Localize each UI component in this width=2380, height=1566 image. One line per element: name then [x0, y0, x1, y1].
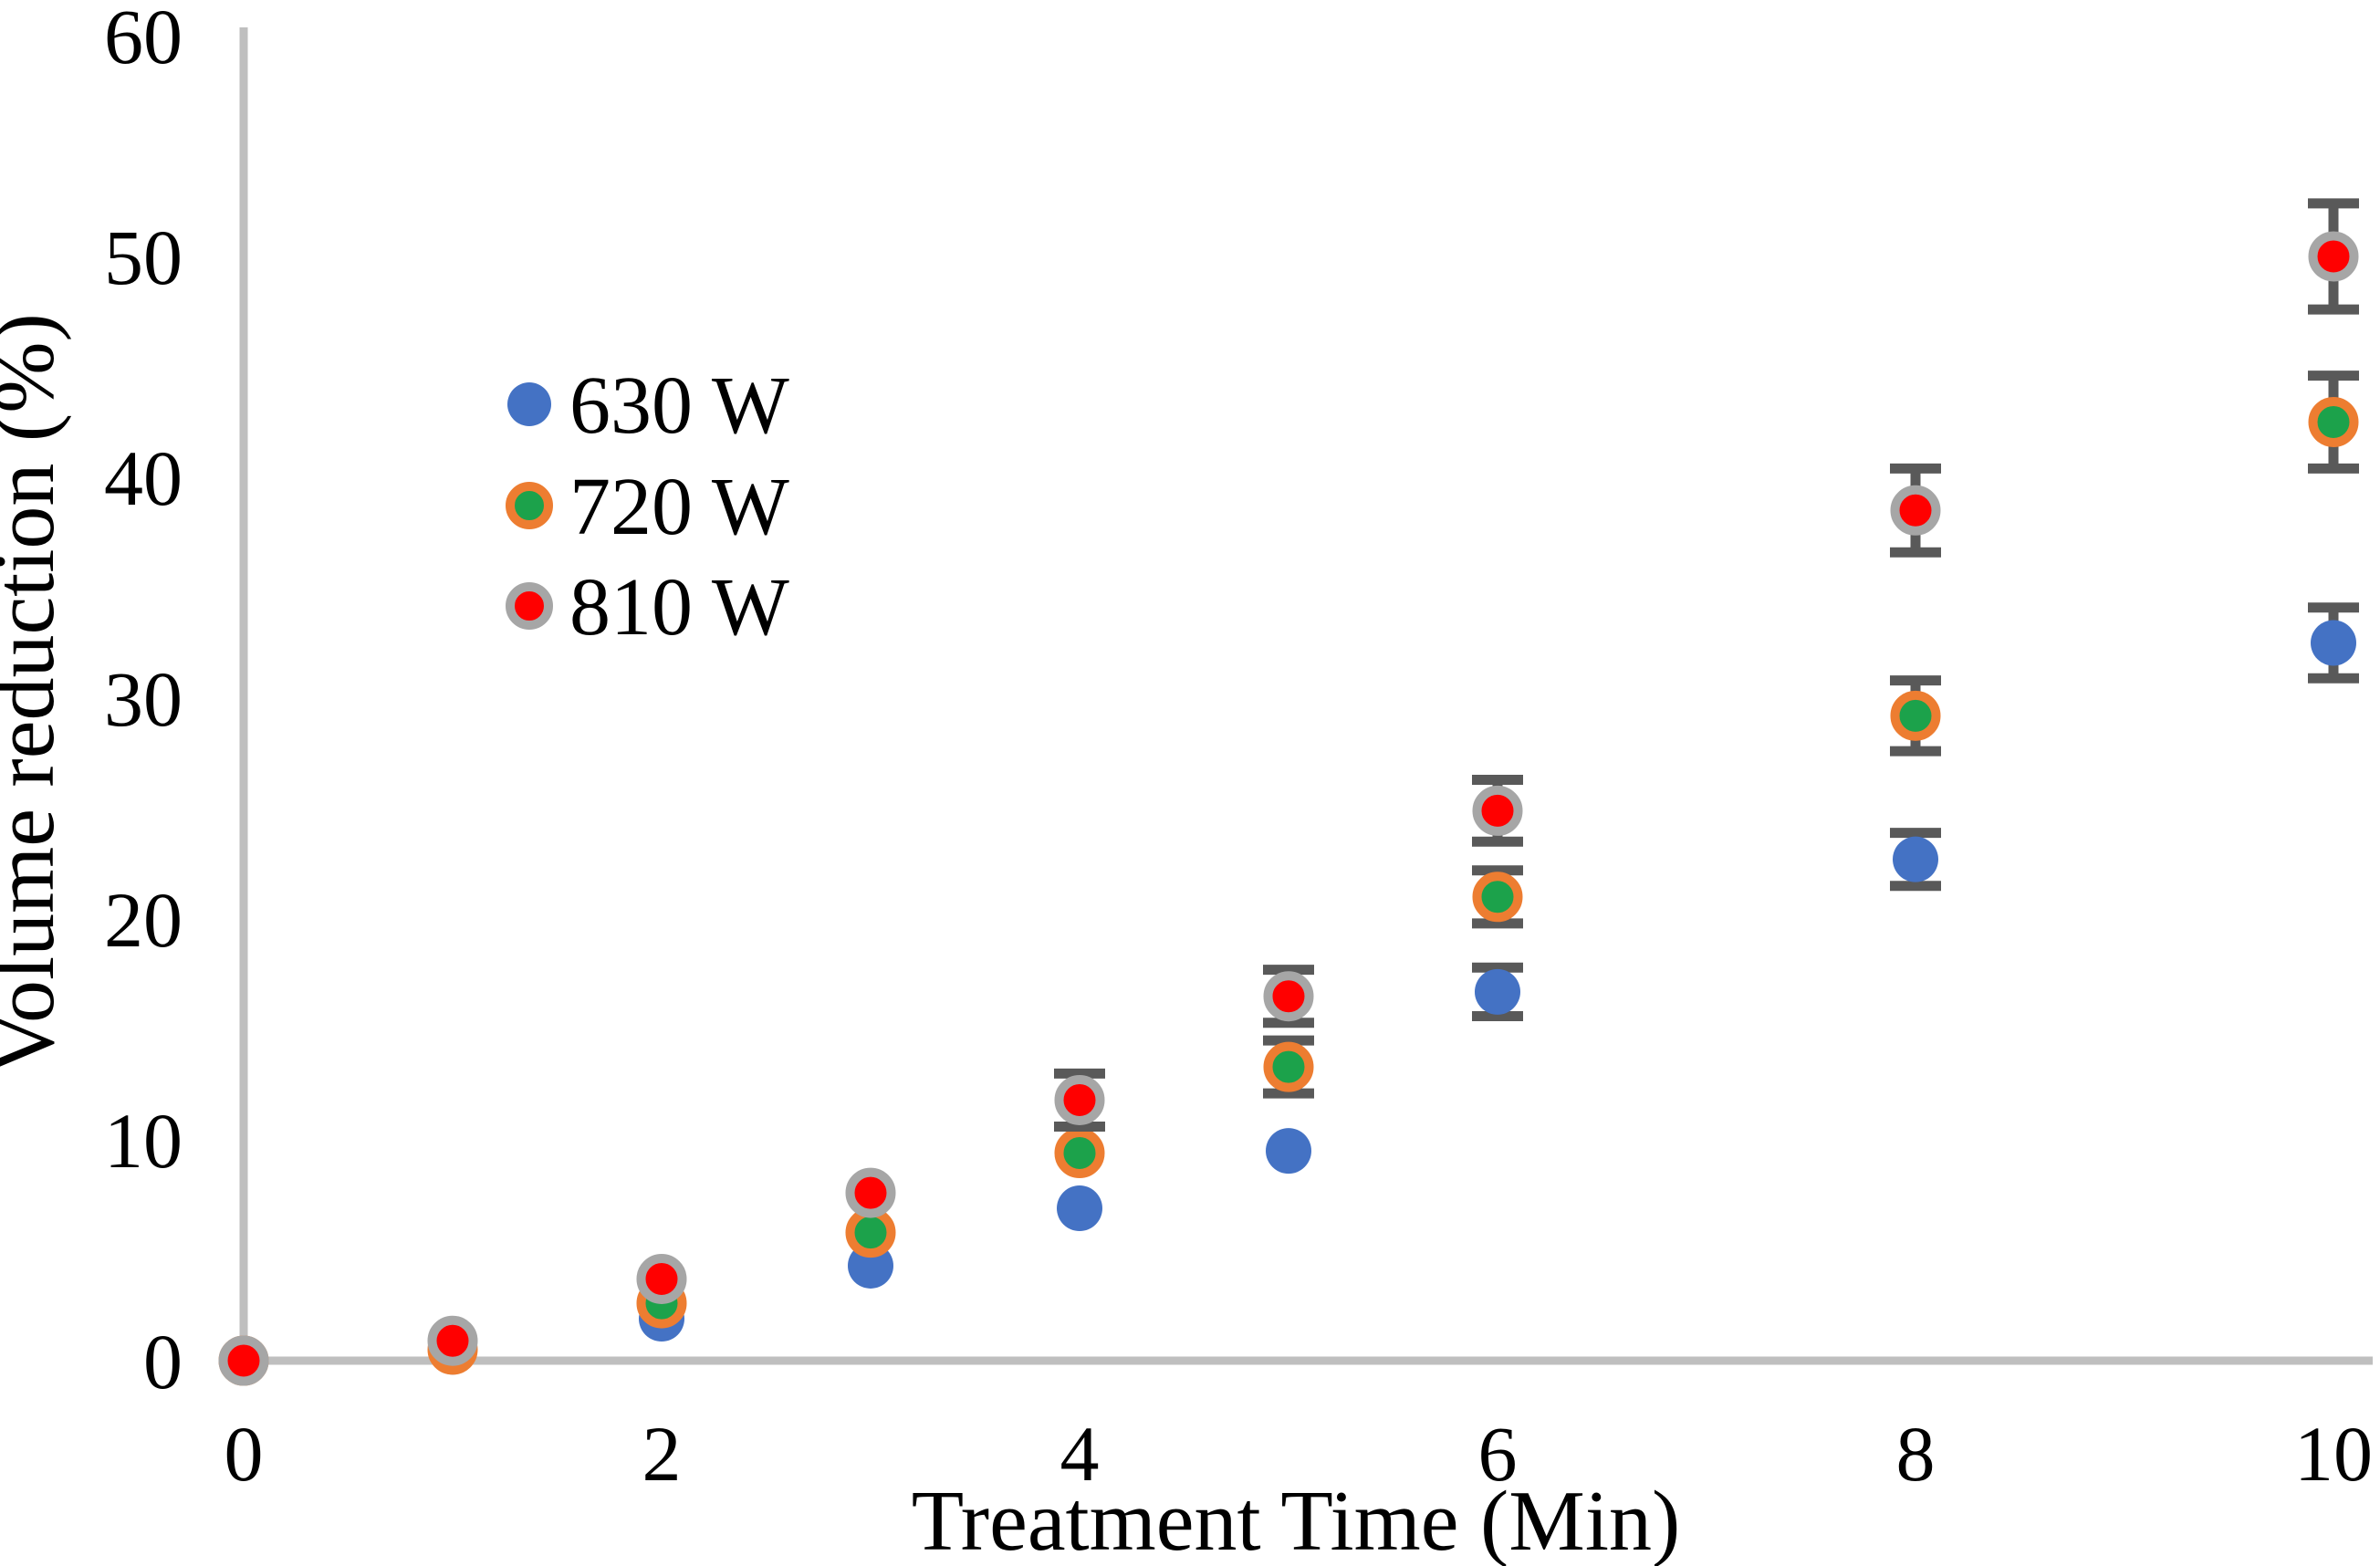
data-point-marker	[2308, 397, 2359, 447]
series-810-w	[218, 198, 2359, 1386]
legend-label-720w: 720 W	[569, 462, 789, 552]
data-point-marker	[1472, 785, 1523, 836]
x-tick-label: 0	[224, 1410, 264, 1498]
data-point-marker	[2311, 620, 2356, 666]
data-point-marker	[1263, 1041, 1314, 1092]
legend-entry-720w: 720 W	[506, 462, 789, 552]
data-point-marker	[1475, 968, 1520, 1015]
x-tick-label: 4	[1060, 1410, 1100, 1498]
x-axis-tick-labels: 0 2 4 6 8 10	[224, 1410, 2374, 1498]
data-point-marker	[845, 1167, 896, 1218]
legend-label-810w: 810 W	[569, 562, 789, 652]
x-tick-label: 6	[1478, 1410, 1518, 1498]
y-tick-label: 10	[104, 1097, 183, 1185]
x-tick-label: 2	[642, 1410, 682, 1498]
legend-marker-810w-icon	[506, 582, 553, 630]
y-tick-label: 40	[104, 434, 183, 522]
y-tick-label: 0	[143, 1318, 183, 1405]
data-point-marker	[1266, 1128, 1311, 1174]
data-point-marker	[1263, 971, 1314, 1022]
data-point-marker	[1472, 872, 1523, 923]
data-point-marker	[1054, 1074, 1105, 1125]
legend: 630 W 720 W 810 W	[506, 360, 789, 652]
y-axis-tick-labels: 0 10 20 30 40 50 60	[104, 0, 183, 1405]
y-axis-title: Volume reduction (%)	[0, 313, 72, 1074]
legend-marker-720w-icon	[506, 482, 553, 529]
data-point-marker	[1890, 485, 1941, 536]
legend-entry-630w: 630 W	[507, 360, 789, 451]
x-axis-title: Treatment Time (Min)	[912, 1474, 1681, 1566]
data-point-marker	[1057, 1185, 1102, 1232]
data-point-marker	[636, 1253, 687, 1304]
y-tick-label: 30	[104, 655, 183, 743]
y-tick-label: 20	[104, 876, 183, 964]
data-series-layer	[218, 198, 2359, 1386]
legend-entry-810w: 810 W	[506, 562, 789, 652]
data-point-marker	[1054, 1128, 1105, 1179]
x-tick-label: 10	[2294, 1410, 2373, 1498]
legend-label-630w: 630 W	[569, 360, 789, 451]
y-tick-label: 60	[104, 0, 183, 80]
data-point-marker	[1893, 836, 1938, 882]
data-point-marker	[2308, 231, 2359, 282]
data-point-marker	[427, 1315, 478, 1366]
data-point-marker	[1890, 690, 1941, 741]
y-tick-label: 50	[104, 214, 183, 301]
legend-marker-630w-icon	[507, 382, 551, 426]
data-point-marker	[218, 1335, 269, 1386]
x-tick-label: 8	[1896, 1410, 1936, 1498]
data-point-marker	[845, 1207, 896, 1258]
